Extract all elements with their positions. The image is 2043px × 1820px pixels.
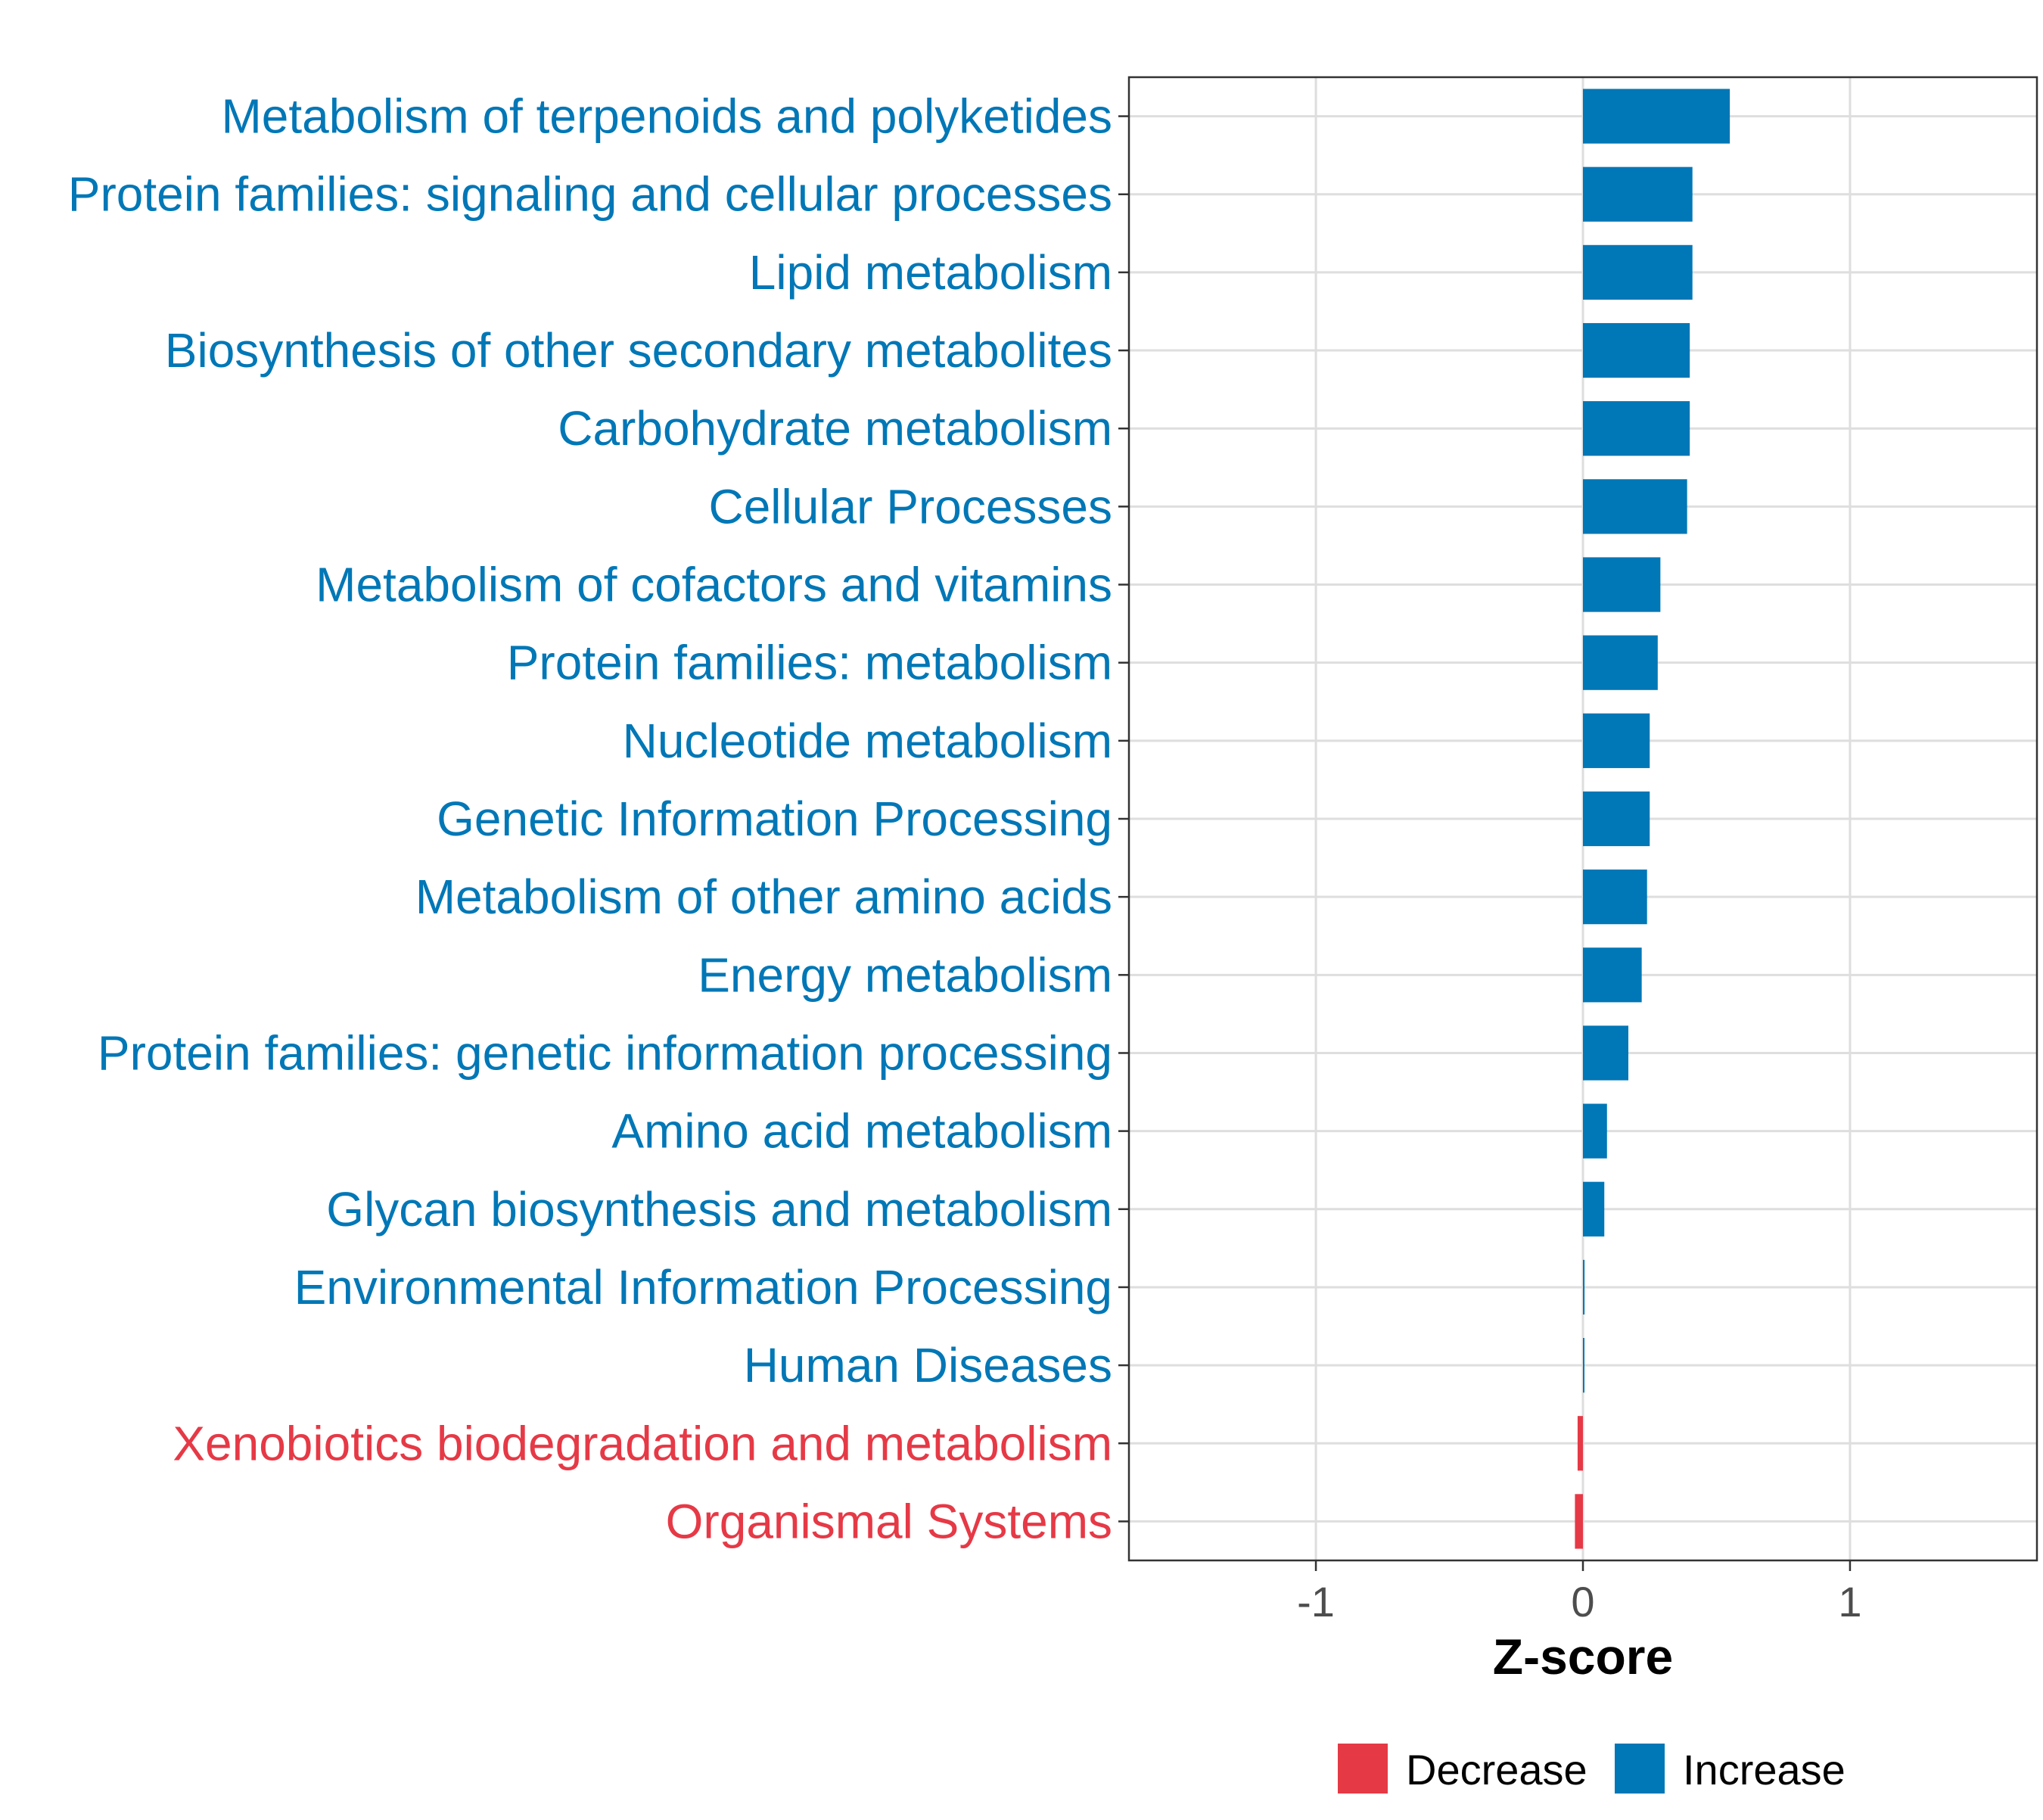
bar [1583, 1025, 1628, 1081]
bar [1583, 635, 1658, 690]
x-axis-ticks: -1 0 1 [1297, 1560, 1862, 1626]
bar [1583, 166, 1693, 222]
legend: Decrease Increase [1338, 1744, 1846, 1794]
bar [1583, 479, 1687, 534]
y-axis-category-label: Human Diseases [744, 1338, 1112, 1392]
legend-swatch [1338, 1744, 1388, 1794]
y-axis-category-label: Genetic Information Processing [437, 792, 1112, 846]
bar [1583, 401, 1690, 456]
y-axis-category-label: Protein families: signaling and cellular… [68, 167, 1112, 222]
y-axis-category-label: Protein families: genetic information pr… [98, 1025, 1112, 1080]
y-axis-category-label: Energy metabolism [698, 947, 1112, 1002]
bar [1575, 1494, 1583, 1549]
y-axis-category-label: Cellular Processes [708, 479, 1112, 534]
bar [1583, 947, 1642, 1003]
bar [1583, 1103, 1607, 1159]
x-tick-label: 1 [1838, 1578, 1861, 1626]
bar [1577, 1416, 1583, 1471]
y-axis-category-label: Amino acid metabolism [611, 1104, 1112, 1159]
bar [1583, 244, 1693, 300]
x-tick-label: 0 [1571, 1578, 1594, 1626]
bar [1583, 791, 1650, 847]
y-axis-category-label: Carbohydrate metabolism [558, 401, 1112, 456]
bar [1583, 89, 1730, 144]
bar [1583, 870, 1647, 925]
y-axis-category-label: Environmental Information Processing [294, 1260, 1112, 1314]
y-axis-category-label: Glycan biosynthesis and metabolism [326, 1182, 1112, 1237]
y-axis-category-label: Organismal Systems [666, 1494, 1112, 1548]
bar [1583, 1259, 1585, 1315]
y-axis-category-label: Biosynthesis of other secondary metaboli… [165, 323, 1112, 378]
bar [1583, 1338, 1584, 1393]
y-axis-category-label: Lipid metabolism [749, 245, 1112, 300]
y-axis-category-label: Metabolism of cofactors and vitamins [316, 558, 1112, 612]
x-tick-label: -1 [1297, 1578, 1335, 1626]
legend-swatch [1615, 1744, 1665, 1794]
legend-label: Increase [1683, 1746, 1846, 1794]
y-axis-category-label: Protein families: metabolism [507, 636, 1112, 690]
y-axis-category-label: Metabolism of terpenoids and polyketides [221, 89, 1112, 144]
y-axis-ticks [1118, 115, 1129, 1523]
bar [1583, 322, 1690, 378]
bars [1575, 89, 1730, 1549]
y-axis-category-label: Xenobiotics biodegradation and metabolis… [173, 1416, 1112, 1470]
bar [1583, 557, 1661, 612]
y-axis-category-labels: Metabolism of terpenoids and polyketides… [68, 89, 1112, 1549]
bar [1583, 1181, 1605, 1237]
x-axis-title: Z-score [1493, 1629, 1673, 1685]
bar [1583, 713, 1650, 768]
y-axis-category-label: Nucleotide metabolism [623, 714, 1112, 768]
y-axis-category-label: Metabolism of other amino acids [415, 870, 1112, 924]
legend-label: Decrease [1406, 1746, 1587, 1794]
